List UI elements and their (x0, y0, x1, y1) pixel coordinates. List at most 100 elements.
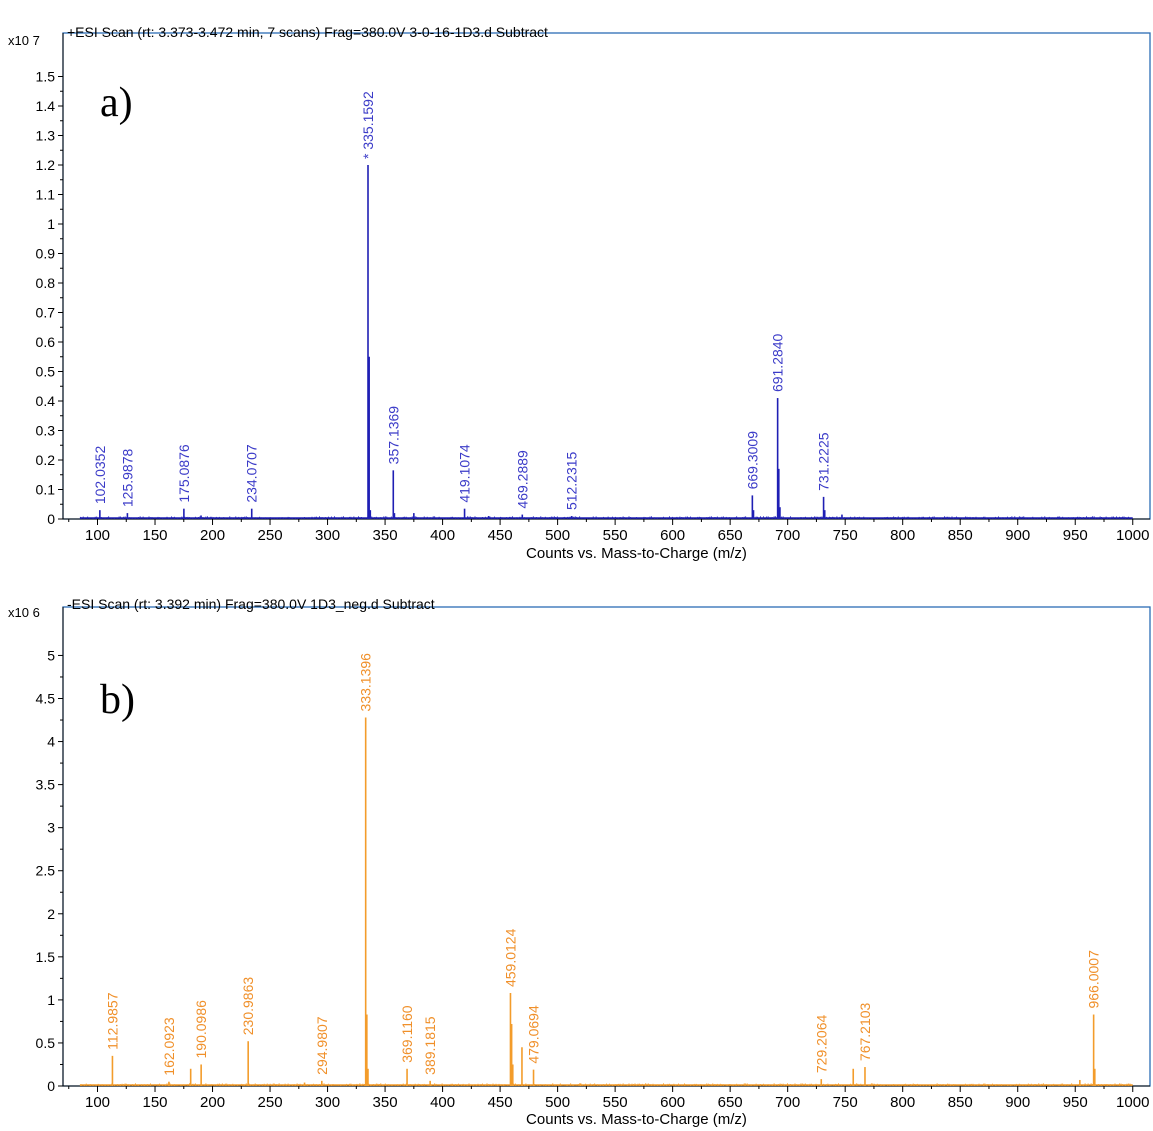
y-tick-label: 5 (47, 647, 55, 663)
x-tick-label: 800 (890, 527, 915, 544)
y-tick-label: 0.8 (36, 275, 56, 291)
peak-label: 731.2225 (816, 432, 832, 491)
x-tick-label: 250 (258, 1094, 283, 1111)
x-tick-label: 900 (1005, 527, 1030, 544)
y-multiplier: x10 7 (8, 33, 40, 48)
x-tick-label: 650 (718, 527, 743, 544)
x-tick-label: 1000 (1116, 527, 1149, 544)
peak-label: 125.9878 (119, 448, 135, 507)
x-tick-label: 350 (373, 527, 398, 544)
x-tick-label: 950 (1063, 1094, 1088, 1111)
x-tick-label: 100 (85, 527, 110, 544)
x-tick-label: 100 (85, 1094, 110, 1111)
peak-label: 767.2103 (857, 1002, 873, 1061)
x-tick-label: 600 (660, 1094, 685, 1111)
peak-label: 369.1160 (399, 1005, 415, 1063)
y-tick-label: 4 (47, 734, 55, 750)
x-tick-label: 250 (258, 527, 283, 544)
y-tick-label: 0.5 (36, 364, 56, 380)
y-tick-label: 0.3 (36, 423, 56, 439)
x-tick-label: 700 (775, 1094, 800, 1111)
x-tick-label: 200 (200, 1094, 225, 1111)
x-tick-label: 900 (1005, 1094, 1030, 1111)
peak-label: 102.0352 (92, 446, 108, 505)
peak-label: 691.2840 (770, 333, 786, 392)
peak-label: 479.0694 (526, 1005, 542, 1064)
x-tick-label: 650 (718, 1094, 743, 1111)
peak-label: 357.1369 (385, 406, 401, 465)
x-tick-label: 550 (603, 1094, 628, 1111)
x-tick-label: 400 (430, 1094, 455, 1111)
y-tick-label: 1 (47, 216, 55, 232)
x-tick-label: 800 (890, 1094, 915, 1111)
peak-label: 459.0124 (502, 928, 518, 987)
x-tick-label: 200 (200, 527, 225, 544)
y-tick-label: 0 (47, 511, 55, 527)
panel-label: b) (100, 677, 135, 723)
y-tick-label: 0.6 (36, 334, 56, 350)
spectrum-b-chart: -ESI Scan (rt: 3.392 min) Frag=380.0V 1D… (8, 596, 1151, 1128)
x-tick-label: 850 (948, 1094, 973, 1111)
y-tick-label: 4.5 (36, 691, 56, 707)
x-tick-label: 450 (488, 527, 513, 544)
y-tick-label: 0.2 (36, 452, 56, 468)
x-tick-label: 300 (315, 527, 340, 544)
y-tick-label: 1.5 (36, 949, 56, 965)
y-tick-label: 2 (47, 906, 55, 922)
y-tick-label: 1.1 (36, 187, 56, 203)
x-tick-label: 400 (430, 527, 455, 544)
spectrum-title: -ESI Scan (rt: 3.392 min) Frag=380.0V 1D… (67, 596, 435, 612)
x-tick-label: 450 (488, 1094, 513, 1111)
y-tick-label: 3.5 (36, 777, 56, 793)
panel-label: a) (100, 80, 133, 126)
peak-label: 294.9807 (314, 1016, 330, 1075)
spectrum-panel-a: +ESI Scan (rt: 3.373-3.472 min, 7 scans)… (8, 24, 1151, 562)
y-tick-label: 0.1 (36, 482, 56, 498)
peak-label: 333.1396 (358, 653, 374, 712)
peak-label: 729.2064 (813, 1015, 829, 1074)
y-tick-label: 1 (47, 992, 55, 1008)
y-tick-label: 1.5 (36, 69, 56, 85)
peak-label: * 335.1592 (360, 91, 376, 159)
x-tick-label: 750 (833, 527, 858, 544)
peak-label: 419.1074 (457, 444, 473, 503)
peak-label: 162.0923 (161, 1017, 177, 1076)
x-tick-label: 850 (948, 527, 973, 544)
peak-label: 112.9857 (104, 992, 120, 1050)
peak-label: 469.2889 (514, 450, 530, 509)
y-tick-label: 1.4 (36, 98, 56, 114)
x-tick-label: 300 (315, 1094, 340, 1111)
x-tick-label: 700 (775, 527, 800, 544)
x-tick-label: 500 (545, 527, 570, 544)
x-tick-label: 150 (143, 1094, 168, 1111)
peak-label: 234.0707 (244, 444, 260, 503)
x-axis-label: Counts vs. Mass-to-Charge (m/z) (526, 545, 747, 562)
y-tick-label: 1.2 (36, 157, 56, 173)
peak-label: 190.0986 (193, 1000, 209, 1059)
x-tick-label: 500 (545, 1094, 570, 1111)
y-tick-label: 0.7 (36, 305, 56, 321)
y-tick-label: 0 (47, 1078, 55, 1094)
x-tick-label: 1000 (1116, 1094, 1149, 1111)
x-tick-label: 350 (373, 1094, 398, 1111)
x-tick-label: 600 (660, 527, 685, 544)
peak-label: 669.3009 (744, 431, 760, 490)
x-axis-label: Counts vs. Mass-to-Charge (m/z) (526, 1111, 747, 1128)
spectrum-panel-b: -ESI Scan (rt: 3.392 min) Frag=380.0V 1D… (0, 576, 1153, 1131)
y-tick-label: 3 (47, 820, 55, 836)
spectrum-a-chart: +ESI Scan (rt: 3.373-3.472 min, 7 scans)… (8, 24, 1151, 562)
x-tick-label: 950 (1063, 527, 1088, 544)
spectrum-title: +ESI Scan (rt: 3.373-3.472 min, 7 scans)… (67, 24, 548, 40)
x-tick-label: 550 (603, 527, 628, 544)
peak-label: 230.9863 (240, 977, 256, 1036)
y-tick-label: 0.4 (36, 393, 56, 409)
x-tick-label: 750 (833, 1094, 858, 1111)
y-multiplier: x10 6 (8, 605, 40, 620)
y-tick-label: 2.5 (36, 863, 56, 879)
y-tick-label: 0.9 (36, 246, 56, 262)
y-tick-label: 0.5 (36, 1035, 56, 1051)
peak-label: 175.0876 (176, 444, 192, 503)
plot-frame (62, 32, 1151, 520)
y-tick-label: 1.3 (36, 128, 56, 144)
plot-frame (62, 606, 1151, 1087)
